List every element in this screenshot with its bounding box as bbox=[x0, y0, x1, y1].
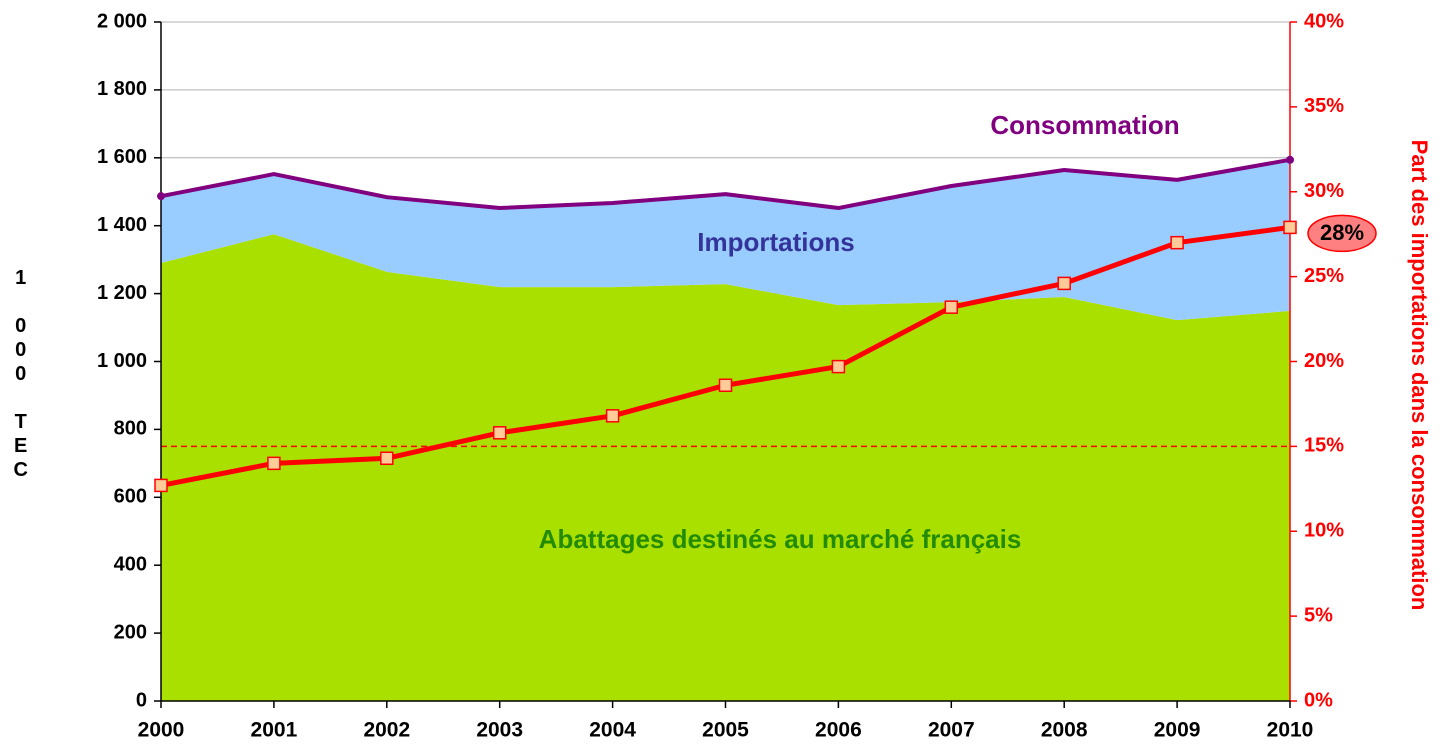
value-label: 28% bbox=[1320, 220, 1364, 245]
series-label: Consommation bbox=[990, 110, 1179, 140]
x-tick-label: 2005 bbox=[702, 719, 749, 742]
y2-axis-label: Part des importations dans la consommati… bbox=[1407, 140, 1432, 611]
y-tick-label: 1 400 bbox=[97, 214, 147, 236]
marker bbox=[380, 451, 394, 466]
marker bbox=[1286, 155, 1294, 164]
y-tick-label: 200 bbox=[114, 621, 147, 643]
x-tick-label: 2010 bbox=[1267, 719, 1314, 742]
x-tick-label: 2001 bbox=[251, 719, 298, 742]
x-tick-label: 2000 bbox=[138, 719, 185, 742]
y-tick-label: 1 600 bbox=[97, 146, 147, 168]
value-label-bg bbox=[1307, 214, 1377, 253]
x-tick-label: 2004 bbox=[589, 719, 636, 742]
y2-tick-label: 25% bbox=[1304, 265, 1344, 287]
marker bbox=[831, 359, 846, 374]
y2-tick-label: 30% bbox=[1304, 180, 1344, 202]
y2-tick-label: 5% bbox=[1304, 604, 1333, 626]
y2-tick-label: 0% bbox=[1304, 689, 1333, 711]
y-tick-label: 1 000 bbox=[97, 350, 147, 372]
marker bbox=[267, 456, 281, 471]
x-tick-label: 2009 bbox=[1154, 719, 1201, 742]
y2-tick-label: 10% bbox=[1304, 520, 1344, 542]
marker bbox=[718, 378, 733, 393]
marker bbox=[492, 426, 507, 440]
marker bbox=[1283, 220, 1297, 235]
marker bbox=[1170, 235, 1184, 250]
y-tick-label: 2 000 bbox=[97, 10, 147, 32]
series-label: Abattages destinés au marché français bbox=[539, 524, 1022, 554]
y-tick-label: 1 800 bbox=[97, 78, 147, 100]
x-tick-label: 2008 bbox=[1041, 719, 1088, 742]
y2-tick-label: 40% bbox=[1304, 10, 1344, 32]
area bbox=[161, 159, 1290, 321]
y-axis-label: 1 000 TEC bbox=[10, 267, 32, 483]
marker bbox=[944, 300, 959, 314]
y-tick-label: 400 bbox=[114, 553, 147, 575]
y2-tick-label: 35% bbox=[1304, 95, 1344, 117]
y-tick-label: 0 bbox=[136, 689, 147, 711]
marker bbox=[154, 478, 168, 493]
x-tick-label: 2006 bbox=[815, 719, 862, 742]
x-tick-label: 2003 bbox=[476, 719, 523, 742]
line bbox=[160, 157, 1291, 211]
marker bbox=[1057, 276, 1071, 291]
y2-tick-label: 20% bbox=[1304, 350, 1344, 372]
x-tick-label: 2002 bbox=[363, 719, 410, 742]
y-tick-label: 1 200 bbox=[97, 282, 147, 304]
y-tick-label: 800 bbox=[114, 418, 147, 440]
marker bbox=[157, 192, 165, 201]
x-tick-label: 2007 bbox=[928, 719, 975, 742]
marker bbox=[605, 409, 620, 423]
series-label: Importations bbox=[697, 227, 854, 257]
y2-tick-label: 15% bbox=[1304, 435, 1344, 457]
area bbox=[161, 234, 1290, 701]
y-tick-label: 600 bbox=[114, 486, 147, 508]
